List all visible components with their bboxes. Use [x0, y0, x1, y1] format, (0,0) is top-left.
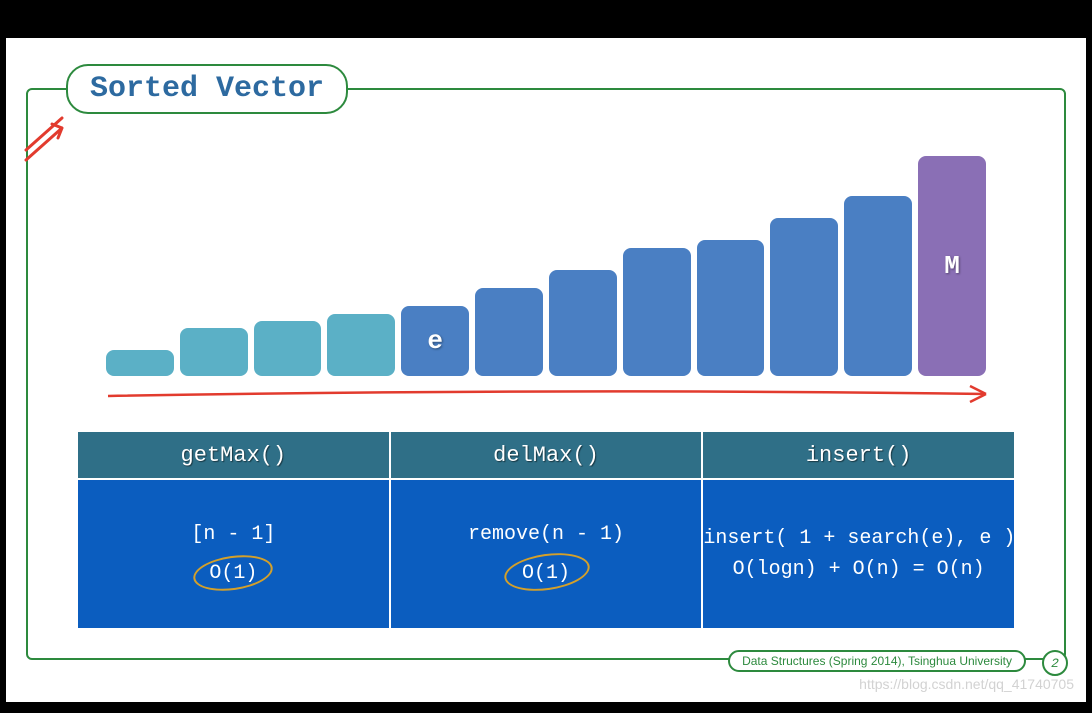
delmax-complexity: O(1): [522, 562, 570, 585]
bar-item: M: [918, 156, 986, 376]
sorted-vector-bars: eM: [106, 156, 986, 376]
cell-getmax: [n - 1] O(1): [77, 479, 390, 629]
operations-table: getMax() delMax() insert() [n - 1] O(1) …: [76, 430, 1016, 630]
watermark-text: https://blog.csdn.net/qq_41740705: [859, 676, 1074, 692]
bar-item: [327, 314, 395, 376]
bar-item: e: [401, 306, 469, 376]
bar-item: [180, 328, 248, 376]
baseline-arrow-icon: [106, 382, 1006, 406]
bar-item: [549, 270, 617, 376]
cell-delmax: remove(n - 1) O(1): [390, 479, 703, 629]
col-header-getmax: getMax(): [77, 431, 390, 479]
slide-title: Sorted Vector: [66, 64, 348, 114]
bar-item: [254, 321, 322, 376]
insert-expr: insert( 1 + search(e), e ): [703, 527, 1014, 550]
bar-item: [475, 288, 543, 376]
col-header-insert: insert(): [702, 431, 1015, 479]
bar-item: [623, 248, 691, 376]
bar-item: [106, 350, 174, 376]
bar-item: [770, 218, 838, 376]
cell-insert: insert( 1 + search(e), e ) O(logn) + O(n…: [702, 479, 1015, 629]
getmax-complexity: O(1): [209, 562, 257, 585]
slide-stage: Sorted Vector eM getMax() delMax() inser…: [6, 38, 1086, 702]
footer-attribution: Data Structures (Spring 2014), Tsinghua …: [728, 650, 1026, 672]
bar-item: [697, 240, 765, 376]
delmax-expr: remove(n - 1): [391, 523, 702, 546]
col-header-delmax: delMax(): [390, 431, 703, 479]
insert-complexity: O(logn) + O(n) = O(n): [703, 558, 1014, 581]
getmax-expr: [n - 1]: [78, 523, 389, 546]
page-number-badge: 2: [1042, 650, 1068, 676]
bar-item: [844, 196, 912, 376]
table-row: [n - 1] O(1) remove(n - 1) O(1) insert( …: [77, 479, 1015, 629]
table-header-row: getMax() delMax() insert(): [77, 431, 1015, 479]
